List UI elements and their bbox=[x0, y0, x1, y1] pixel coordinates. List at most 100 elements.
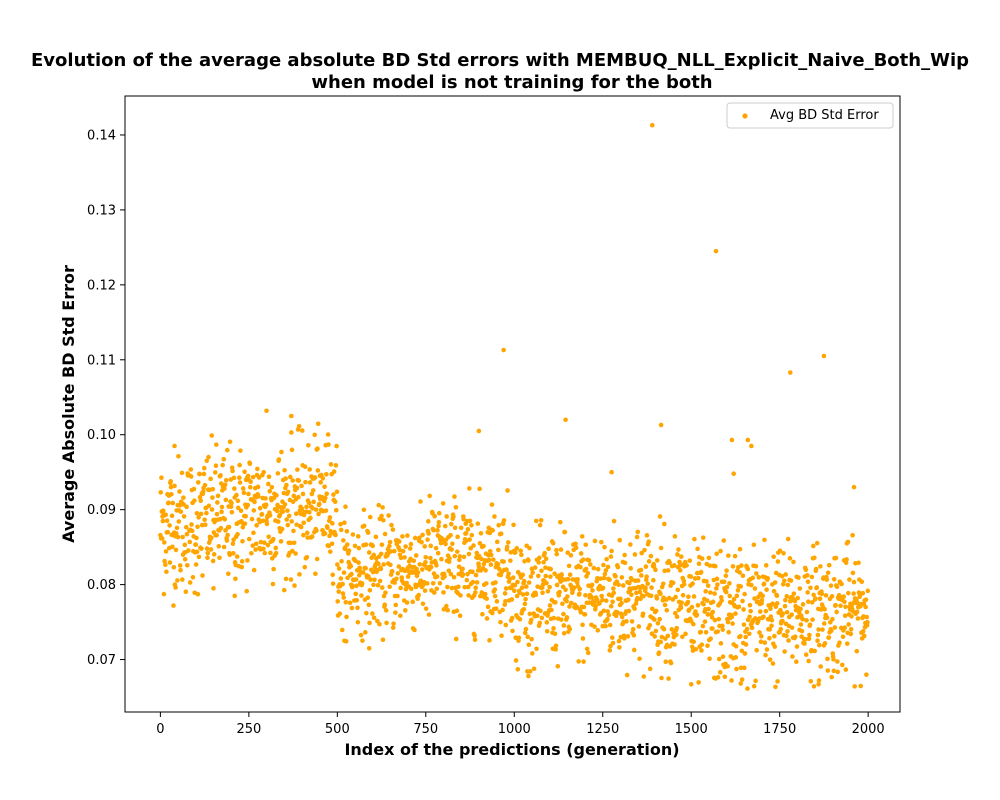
data-point bbox=[279, 449, 284, 455]
data-point bbox=[196, 515, 201, 520]
data-point bbox=[514, 546, 520, 551]
data-point bbox=[187, 580, 193, 585]
data-point bbox=[611, 586, 616, 591]
data-point bbox=[175, 578, 180, 583]
data-point bbox=[561, 611, 566, 617]
data-point bbox=[220, 462, 225, 468]
data-point bbox=[787, 556, 793, 561]
data-point bbox=[350, 583, 355, 589]
data-point bbox=[689, 644, 695, 650]
data-point bbox=[863, 597, 869, 603]
data-point bbox=[420, 532, 425, 538]
data-point bbox=[477, 541, 483, 546]
data-point bbox=[838, 603, 843, 609]
data-point bbox=[404, 600, 410, 605]
data-point bbox=[632, 552, 638, 557]
data-point bbox=[833, 555, 839, 561]
data-point bbox=[554, 547, 559, 553]
data-point bbox=[602, 544, 607, 550]
data-point bbox=[794, 644, 800, 649]
data-point bbox=[681, 578, 687, 584]
data-point bbox=[388, 562, 393, 568]
data-point bbox=[540, 582, 546, 587]
data-point bbox=[703, 630, 709, 635]
data-point bbox=[777, 548, 783, 554]
data-point bbox=[807, 632, 812, 638]
data-point bbox=[285, 522, 291, 528]
data-point bbox=[537, 620, 543, 626]
data-point bbox=[589, 582, 595, 588]
data-point bbox=[698, 629, 704, 635]
data-point bbox=[824, 577, 830, 582]
data-point bbox=[412, 627, 417, 633]
data-point bbox=[710, 609, 716, 615]
data-point bbox=[700, 623, 706, 629]
data-point bbox=[748, 608, 753, 614]
data-point bbox=[197, 471, 202, 477]
data-point bbox=[399, 575, 405, 580]
data-point bbox=[750, 575, 756, 581]
data-point bbox=[547, 603, 553, 608]
data-point bbox=[361, 507, 367, 513]
data-point bbox=[580, 636, 586, 641]
data-point bbox=[855, 600, 860, 606]
data-point bbox=[675, 552, 680, 557]
data-point bbox=[706, 555, 712, 561]
data-point bbox=[227, 439, 233, 445]
data-point bbox=[684, 563, 689, 568]
data-point bbox=[693, 647, 699, 652]
data-point bbox=[829, 593, 835, 599]
data-point bbox=[402, 568, 408, 574]
data-point bbox=[501, 518, 507, 523]
data-point bbox=[481, 543, 486, 549]
data-point bbox=[290, 548, 295, 554]
data-point bbox=[460, 572, 466, 577]
data-point bbox=[304, 530, 310, 536]
data-point bbox=[676, 547, 681, 552]
data-point bbox=[238, 448, 243, 453]
data-point bbox=[737, 570, 742, 575]
data-point bbox=[241, 490, 247, 496]
data-point bbox=[424, 581, 430, 586]
data-point bbox=[808, 678, 814, 684]
data-point bbox=[698, 569, 704, 575]
data-point bbox=[575, 576, 580, 582]
data-point bbox=[281, 587, 287, 593]
data-point bbox=[230, 468, 235, 474]
data-point bbox=[496, 547, 501, 553]
data-point bbox=[629, 619, 635, 624]
data-point bbox=[622, 636, 627, 641]
data-point bbox=[528, 574, 534, 579]
data-point bbox=[289, 447, 295, 453]
data-point bbox=[658, 639, 664, 645]
data-point bbox=[775, 559, 781, 564]
data-point bbox=[518, 548, 523, 554]
data-point bbox=[760, 593, 765, 599]
data-point bbox=[211, 552, 217, 557]
data-point bbox=[435, 528, 440, 533]
data-point bbox=[746, 631, 752, 637]
data-point bbox=[704, 579, 709, 584]
data-point bbox=[565, 594, 570, 599]
data-point bbox=[831, 576, 837, 582]
data-point bbox=[289, 413, 294, 419]
data-point bbox=[854, 648, 860, 654]
data-point bbox=[686, 594, 691, 600]
data-point bbox=[256, 494, 261, 499]
data-point bbox=[176, 519, 182, 524]
data-point bbox=[757, 630, 762, 635]
data-point bbox=[191, 486, 197, 492]
data-point bbox=[340, 591, 346, 596]
data-point bbox=[296, 494, 301, 500]
data-point bbox=[334, 489, 340, 495]
data-point bbox=[333, 532, 338, 538]
data-point bbox=[250, 474, 256, 480]
y-axis-label: Average Absolute BD Std Error bbox=[59, 265, 78, 543]
data-point bbox=[483, 568, 488, 573]
data-point bbox=[592, 538, 598, 544]
data-point bbox=[331, 492, 336, 497]
data-point bbox=[418, 499, 423, 504]
data-point bbox=[173, 547, 179, 553]
data-point bbox=[218, 473, 223, 478]
data-point bbox=[831, 668, 837, 674]
